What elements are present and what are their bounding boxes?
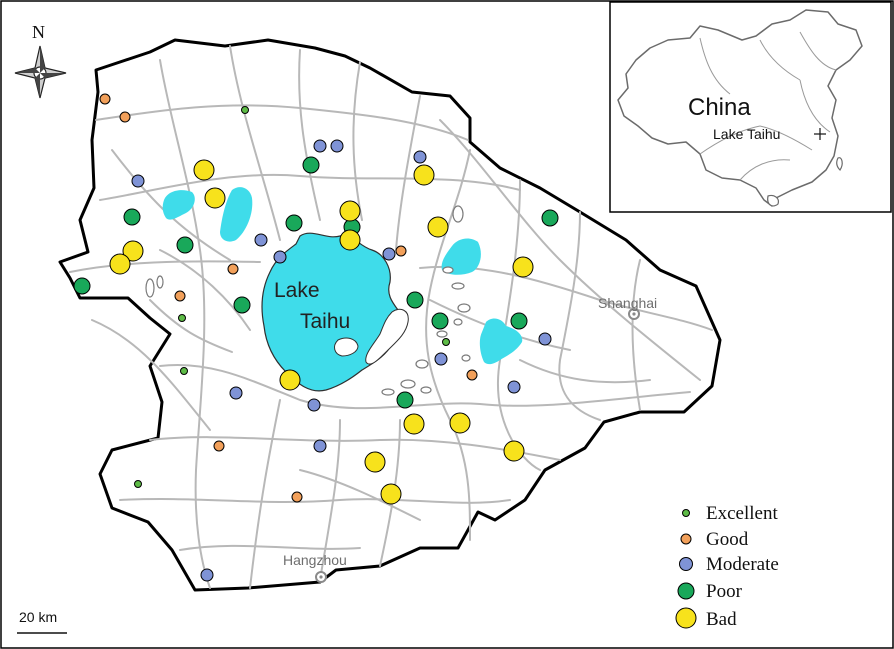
site-bad [427, 216, 449, 238]
shanghai-marker-dot [632, 312, 636, 316]
inset-map: China Lake Taihu [609, 1, 892, 213]
site-bad [279, 369, 301, 391]
site-good [99, 93, 111, 105]
site-excellent [180, 367, 188, 375]
site-moderate [229, 386, 243, 400]
legend-label-poor: Poor [706, 581, 743, 602]
legend-label-moderate: Moderate [706, 554, 779, 575]
site-poor [123, 208, 141, 226]
site-bad [512, 256, 534, 278]
site-moderate [313, 139, 327, 153]
site-moderate [434, 352, 448, 366]
site-poor [176, 236, 194, 254]
scale-bar: 20 km [17, 609, 67, 634]
compass-shade-icon [15, 68, 40, 73]
legend-symbol-moderate [679, 557, 693, 571]
site-moderate [131, 174, 145, 188]
scale-bar-label: 20 km [19, 609, 57, 625]
site-good [174, 290, 186, 302]
site-bad [193, 159, 215, 181]
site-good [119, 111, 131, 123]
legend-label-good: Good [706, 529, 749, 550]
city-marker-shanghai: Shanghai [598, 295, 657, 320]
site-moderate [538, 332, 552, 346]
site-good [466, 369, 478, 381]
site-bad [503, 440, 525, 462]
compass-shade-icon [40, 73, 66, 78]
site-poor [73, 277, 91, 295]
hangzhou-marker-dot [319, 575, 323, 579]
site-moderate [507, 380, 521, 394]
site-excellent [442, 338, 450, 346]
site-moderate [273, 250, 287, 264]
site-poor [541, 209, 559, 227]
inset-province-lines [699, 31, 837, 181]
site-poor [302, 156, 320, 174]
taiwan-outline [836, 157, 843, 171]
site-bad [204, 187, 226, 209]
site-bad [339, 200, 361, 222]
lake-label-line2: Taihu [300, 310, 350, 333]
site-moderate [413, 150, 427, 164]
site-poor [510, 312, 528, 330]
site-good [213, 440, 225, 452]
lake-peninsula-east [365, 308, 409, 365]
site-good [395, 245, 407, 257]
legend-label-bad: Bad [706, 609, 737, 630]
site-bad [364, 451, 386, 473]
site-excellent [241, 106, 249, 114]
small-ponds [145, 205, 471, 396]
lake-island-west [334, 337, 359, 357]
site-bad [413, 164, 435, 186]
hainan-outline [767, 194, 779, 207]
site-moderate [200, 568, 214, 582]
sampling-sites [73, 93, 559, 582]
compass-shade-icon [35, 73, 40, 98]
site-poor [431, 312, 449, 330]
site-moderate [382, 247, 396, 261]
legend-symbol-bad [675, 607, 697, 629]
site-moderate [313, 439, 327, 453]
site-bad [109, 253, 131, 275]
site-poor [233, 296, 251, 314]
site-excellent [178, 314, 186, 322]
legend-label-excellent: Excellent [706, 503, 778, 524]
site-moderate [307, 398, 321, 412]
compass-shade-icon [40, 46, 45, 73]
legend: Excellent Good Moderate Poor Bad [675, 503, 779, 630]
site-good [227, 263, 239, 275]
site-bad [339, 229, 361, 251]
site-bad [403, 413, 425, 435]
site-poor [406, 291, 424, 309]
city-marker-hangzhou: Hangzhou [283, 552, 347, 583]
site-excellent [134, 480, 142, 488]
china-outline [617, 9, 863, 207]
site-bad [122, 240, 144, 262]
city-label-hangzhou: Hangzhou [283, 552, 347, 568]
site-moderate [254, 233, 268, 247]
site-bad [449, 412, 471, 434]
city-label-shanghai: Shanghai [598, 295, 657, 311]
site-bad [380, 483, 402, 505]
site-poor [285, 214, 303, 232]
lake-label-line1: Lake [274, 279, 320, 302]
legend-symbol-poor [677, 582, 695, 600]
legend-symbol-good [680, 533, 692, 545]
inset-lake-marker-icon [814, 128, 826, 140]
legend-symbol-excellent [682, 509, 690, 517]
site-poor [396, 391, 414, 409]
north-label: N [32, 22, 45, 42]
site-good [291, 491, 303, 503]
inset-lake-taihu-label: Lake Taihu [713, 126, 780, 142]
site-moderate [330, 139, 344, 153]
small-lakes [162, 187, 523, 365]
inset-country-label: China [688, 94, 751, 121]
north-arrow: N [14, 22, 67, 99]
